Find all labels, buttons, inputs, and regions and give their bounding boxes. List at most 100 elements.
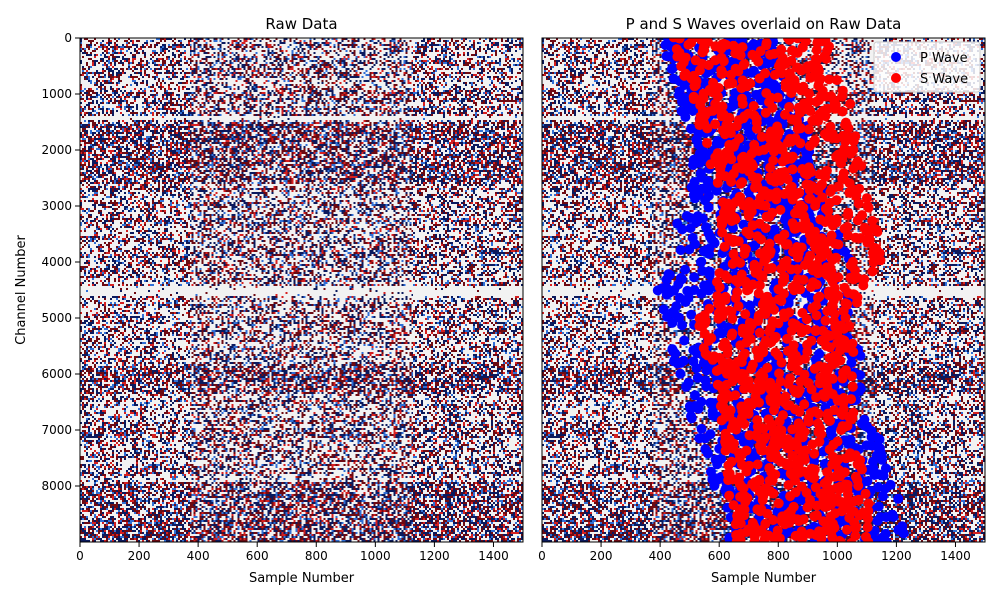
s-wave-point [672,51,683,62]
s-wave-point [772,92,783,103]
s-wave-point [787,424,798,435]
s-wave-point [841,453,852,464]
s-wave-point [776,357,787,368]
s-wave-point [751,123,762,134]
s-wave-point [749,536,760,542]
x-tick-label: 600 [708,549,731,563]
p-wave-point [677,224,688,235]
s-wave-point [820,391,830,402]
p-wave-point [686,309,697,320]
p-wave-point [672,358,683,369]
s-wave-point [697,47,708,58]
s-wave-point [867,215,878,226]
s-wave-point [827,220,838,231]
s-wave-point [837,410,848,420]
s-wave-point [850,265,860,276]
y-tick-label: 6000 [41,367,72,381]
s-wave-point [760,107,771,118]
s-wave-point [783,443,793,454]
s-wave-point [765,385,776,395]
s-wave-point [735,257,746,268]
p-wave-point [693,403,704,414]
x-tick-label: 0 [538,549,546,563]
s-wave-point [862,513,873,524]
s-wave-point [795,123,806,134]
s-wave-point [728,237,739,247]
s-wave-point [753,352,764,363]
x-tick-label: 200 [590,549,613,563]
s-wave-point [748,220,758,231]
s-wave-point [846,371,857,382]
s-wave-point [845,148,856,159]
x-tick-label: 400 [187,549,210,563]
s-wave-point [716,69,727,79]
p-wave-point [696,288,707,299]
p-wave-point [675,245,686,255]
s-wave-point [731,536,742,542]
s-wave-point [872,226,883,237]
p-wave-point [866,432,877,442]
s-wave-point [760,223,771,234]
s-wave-point [735,340,746,351]
s-wave-point [730,363,740,374]
s-wave-point [739,383,750,394]
s-wave-point [848,274,859,285]
s-wave-point [852,297,862,308]
s-wave-point [771,194,782,205]
s-wave-point [735,518,746,529]
s-wave-point [743,211,754,222]
s-wave-point [770,176,781,187]
s-wave-point [733,301,744,312]
s-wave-point [786,88,797,98]
s-wave-point [806,384,817,395]
p-wave-point [862,476,873,487]
p-wave-point [667,317,678,328]
s-wave-point [773,318,784,329]
s-wave-point [842,230,853,241]
s-wave-point [756,131,767,142]
right-xlabel: Sample Number [711,571,817,586]
s-wave-point [694,120,705,131]
x-tick-label: 1000 [360,549,391,563]
s-wave-point [754,327,765,338]
s-wave-point [765,49,776,60]
s-wave-point [792,38,803,44]
x-tick-label: 800 [305,549,328,563]
p-wave-point [878,470,889,481]
s-wave-point [830,238,841,249]
s-wave-point [726,69,737,80]
s-wave-point [794,406,805,417]
x-tick-label: 1000 [822,549,853,563]
s-wave-point [716,415,727,426]
s-wave-point [779,519,790,530]
s-wave-point [755,384,766,395]
s-wave-point [768,405,779,416]
s-wave-point [850,495,861,506]
s-wave-point [764,211,775,222]
s-wave-point [796,327,807,338]
s-wave-point [801,314,812,325]
s-wave-point [805,72,816,83]
s-wave-point [804,88,814,99]
x-tick-label: 1400 [478,549,509,563]
s-wave-point [807,439,818,450]
s-wave-point [837,91,848,102]
y-tick-label: 2000 [41,143,72,157]
s-wave-point [847,381,858,392]
s-wave-point [775,204,786,215]
p-wave-point [667,63,678,73]
p-wave-point [652,285,663,296]
left-axes-frame [79,37,524,543]
s-wave-point [713,313,724,324]
s-wave-point [769,146,779,157]
p-wave-point [680,112,691,122]
p-wave-point [877,454,887,465]
left-heatmap [80,38,523,542]
s-wave-point [725,128,736,139]
s-wave-point [777,276,788,287]
s-wave-point [716,111,727,122]
y-tick-label: 0 [64,31,72,45]
p-wave-point [700,433,711,444]
